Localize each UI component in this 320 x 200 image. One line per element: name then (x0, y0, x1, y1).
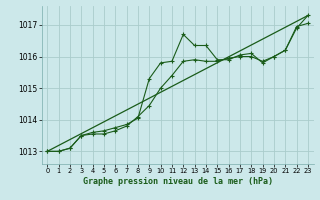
X-axis label: Graphe pression niveau de la mer (hPa): Graphe pression niveau de la mer (hPa) (83, 177, 273, 186)
